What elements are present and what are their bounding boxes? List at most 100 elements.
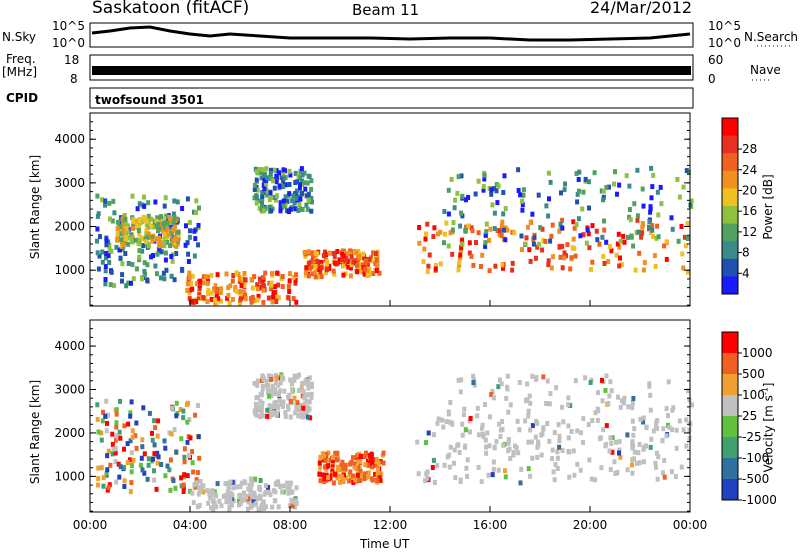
- echo-cell: [600, 234, 605, 240]
- echo-cell: [129, 469, 134, 475]
- echo-cell: [298, 206, 303, 212]
- echo-cell: [546, 170, 551, 176]
- echo-cell: [536, 241, 541, 247]
- echo-cell: [297, 407, 302, 413]
- echo-cell: [557, 433, 562, 439]
- echo-cell: [129, 450, 134, 456]
- echo-cell: [362, 453, 367, 459]
- echo-cell: [150, 437, 155, 443]
- echo-cell: [352, 461, 357, 467]
- echo-cell: [630, 462, 634, 468]
- echo-cell: [133, 222, 138, 228]
- echo-cell: [142, 470, 147, 476]
- echo-cell: [627, 183, 632, 189]
- echo-cell: [641, 267, 646, 273]
- echo-cell: [171, 219, 176, 225]
- x-tick-label: 00:00: [673, 518, 708, 532]
- echo-cell: [187, 275, 192, 281]
- echo-cell: [262, 186, 267, 192]
- echo-cell: [528, 473, 533, 479]
- echo-cell: [309, 395, 314, 401]
- echo-cell: [296, 388, 301, 393]
- colorbar-segment: [722, 135, 738, 154]
- echo-cell: [341, 253, 346, 259]
- echo-cell: [307, 375, 312, 381]
- echo-cell: [476, 432, 481, 438]
- echo-cell: [149, 216, 154, 222]
- echo-cell: [163, 195, 168, 201]
- echo-cell: [358, 262, 363, 267]
- echo-cell: [363, 258, 368, 264]
- echo-cell: [639, 234, 644, 240]
- echo-cell: [264, 175, 269, 181]
- echo-cell: [309, 178, 314, 184]
- echo-cell: [455, 443, 460, 449]
- echo-cell: [142, 260, 147, 266]
- echo-cell: [318, 465, 323, 471]
- echo-cell: [150, 238, 155, 244]
- echo-cell: [432, 432, 436, 438]
- echo-cell: [298, 182, 302, 188]
- echo-cell: [287, 209, 291, 214]
- echo-cell: [616, 394, 620, 400]
- echo-cell: [653, 264, 658, 269]
- echo-cell: [578, 467, 583, 473]
- echo-cell: [300, 172, 305, 178]
- colorbar-segment: [722, 353, 738, 375]
- echo-cell: [127, 457, 132, 463]
- echo-cell: [273, 498, 278, 504]
- echo-cell: [196, 403, 201, 408]
- echo-cell: [304, 265, 309, 271]
- echo-cell: [484, 450, 489, 456]
- echo-cell: [323, 464, 327, 470]
- echo-cell: [263, 483, 268, 489]
- echo-cell: [513, 443, 517, 449]
- echo-cell: [637, 442, 642, 447]
- echo-cell: [335, 475, 340, 481]
- echo-cell: [271, 410, 275, 416]
- echo-cell: [253, 166, 258, 172]
- echo-cell: [520, 202, 525, 208]
- echo-cell: [207, 489, 212, 495]
- echo-cell: [95, 193, 100, 199]
- echo-cell: [163, 224, 168, 230]
- echo-cell: [583, 375, 588, 381]
- date-label: 24/Mar/2012: [590, 0, 693, 17]
- echo-cell: [465, 457, 470, 463]
- echo-cell: [599, 465, 604, 471]
- echo-cell: [201, 295, 206, 301]
- echo-cell: [104, 242, 109, 248]
- echo-cell: [608, 379, 613, 385]
- echo-cell: [304, 270, 308, 276]
- echo-cell: [243, 292, 248, 298]
- echo-cell: [617, 439, 622, 445]
- echo-cell: [417, 240, 422, 246]
- colorbar-tick-label: -25: [742, 430, 762, 444]
- echo-cell: [520, 247, 524, 253]
- echo-cell: [299, 166, 304, 172]
- echo-cell: [269, 405, 274, 411]
- echo-cell: [471, 262, 476, 268]
- echo-cell: [644, 425, 649, 431]
- echo-cell: [191, 500, 196, 506]
- echo-cell: [491, 459, 496, 465]
- echo-cell: [531, 241, 536, 247]
- echo-cell: [322, 454, 326, 460]
- echo-cell: [295, 188, 299, 194]
- echo-cell: [286, 406, 291, 412]
- echo-cell: [381, 450, 386, 456]
- echo-cell: [510, 260, 515, 266]
- echo-cell: [660, 437, 665, 443]
- echo-cell: [115, 226, 120, 232]
- echo-cell: [320, 451, 325, 457]
- echo-cell: [269, 374, 274, 379]
- echo-cell: [500, 219, 505, 225]
- echo-cell: [253, 411, 258, 417]
- echo-cell: [104, 255, 108, 261]
- echo-cell: [604, 423, 609, 429]
- echo-cell: [157, 215, 162, 221]
- colorbar-tick-label: -500: [742, 472, 769, 486]
- echo-cell: [267, 204, 272, 210]
- echo-cell: [309, 186, 314, 192]
